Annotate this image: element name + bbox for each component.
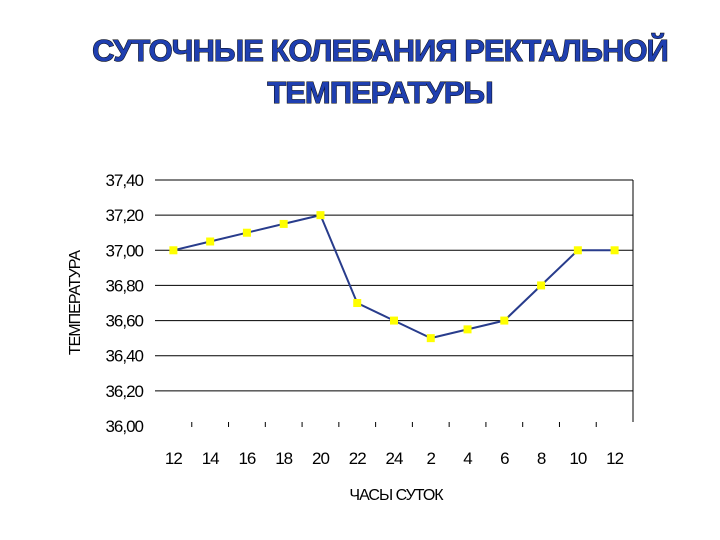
x-tick-label: 4 xyxy=(463,449,472,468)
x-tick-label: 14 xyxy=(202,449,219,468)
x-tick-label: 8 xyxy=(537,449,546,468)
data-point xyxy=(610,246,619,255)
y-tick-label: 36,60 xyxy=(105,312,143,331)
data-point xyxy=(169,246,178,255)
x-tick-label: 6 xyxy=(500,449,509,468)
data-point xyxy=(573,246,582,255)
data-point xyxy=(242,228,251,237)
y-tick-label: 37,40 xyxy=(105,171,143,190)
x-tick-label: 22 xyxy=(349,449,366,468)
data-point xyxy=(206,237,215,246)
x-tick-label: 10 xyxy=(569,449,586,468)
data-point xyxy=(353,299,362,307)
data-point xyxy=(426,334,435,343)
grid-lines xyxy=(155,179,634,422)
data-point xyxy=(463,325,472,334)
x-tick-label: 18 xyxy=(275,449,292,468)
data-point xyxy=(537,281,546,290)
y-tick-label: 37,20 xyxy=(105,206,143,225)
x-axis-tick-labels: 12 14 16 18 20 22 24 2 4 6 8 10 12 xyxy=(165,449,625,468)
x-tick-label: 20 xyxy=(312,449,329,468)
x-tick-label: 16 xyxy=(238,449,255,468)
x-tick-label: 12 xyxy=(165,449,182,468)
x-tick-label: 2 xyxy=(427,449,436,468)
x-axis-ticks xyxy=(191,422,597,427)
y-tick-label: 36,80 xyxy=(105,276,143,295)
series-layer xyxy=(169,211,619,343)
y-tick-label: 36,00 xyxy=(105,417,143,436)
data-point xyxy=(316,211,325,220)
x-axis-title: ЧАСЫ СУТОК xyxy=(349,487,444,504)
data-point xyxy=(279,219,288,228)
x-tick-label: 12 xyxy=(606,449,623,468)
data-point xyxy=(390,316,398,325)
y-tick-label: 36,40 xyxy=(105,347,143,366)
y-tick-label: 37,00 xyxy=(105,241,143,260)
y-axis-tick-labels: 36,00 36,20 36,40 36,60 36,80 37,00 37,20 37,40 xyxy=(105,171,144,436)
y-tick-label: 36,20 xyxy=(105,382,143,401)
chart-title: СУТОЧНЫЕ КОЛЕБАНИЯ РЕКТАЛЬНОЙ ТЕМПЕРАТУР… xyxy=(92,33,670,111)
y-axis-title: ТЕМПЕРАТУРА xyxy=(67,250,84,356)
x-tick-label: 24 xyxy=(386,449,403,468)
data-point xyxy=(500,316,509,325)
